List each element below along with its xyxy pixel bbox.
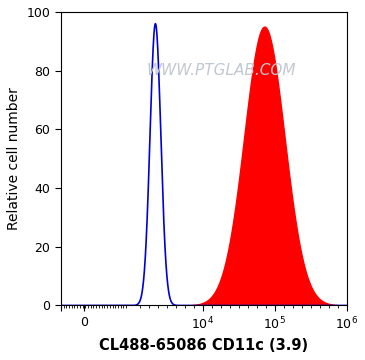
Text: WWW.PTGLAB.COM: WWW.PTGLAB.COM [146, 63, 296, 78]
Y-axis label: Relative cell number: Relative cell number [7, 87, 21, 230]
X-axis label: CL488-65086 CD11c (3.9): CL488-65086 CD11c (3.9) [99, 338, 308, 353]
